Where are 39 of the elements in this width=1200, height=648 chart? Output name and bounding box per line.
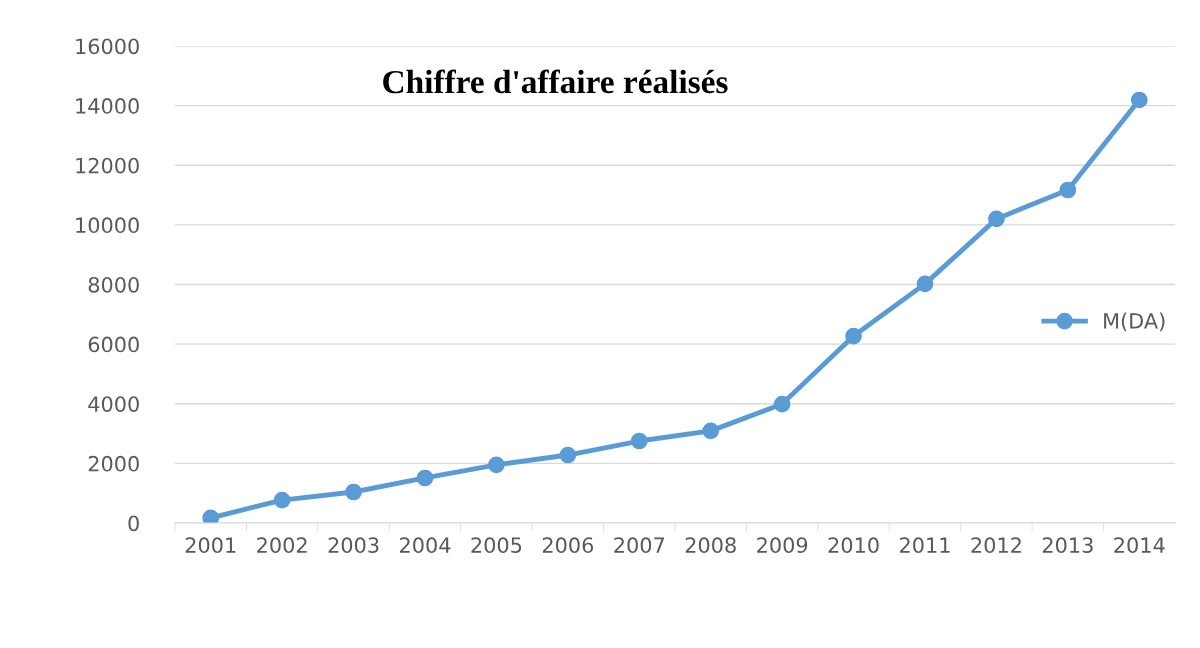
x-tick-label: 2003 [328, 537, 379, 554]
x-tick-label: 2008 [685, 537, 736, 554]
y-tick-label: 6000 [88, 336, 139, 353]
y-tick-label: 0 [128, 515, 139, 532]
x-tick-label: 2005 [471, 537, 522, 554]
x-tick-label: 2010 [828, 537, 879, 554]
y-tick-label: 10000 [76, 217, 139, 234]
point [559, 446, 577, 464]
x-tick-label: 2007 [614, 537, 665, 554]
point [988, 210, 1005, 228]
x-tick-label: 2013 [1042, 537, 1093, 554]
point [773, 395, 791, 413]
legend-label: M(DA) [1104, 312, 1165, 332]
y-tick-label: 14000 [76, 98, 139, 114]
y-tick-label: 8000 [88, 276, 139, 293]
point [845, 327, 862, 345]
point [630, 432, 648, 450]
x-tick-label: 2002 [257, 537, 307, 554]
x-tick-label: 2006 [542, 537, 594, 554]
y-tick-label: 2000 [88, 455, 139, 472]
y-tick-label: 16000 [76, 38, 139, 55]
point [202, 509, 220, 523]
point [702, 422, 720, 440]
point [1130, 91, 1148, 109]
x-tick-label: 2001 [185, 537, 236, 554]
point [416, 469, 434, 487]
point [1059, 181, 1077, 199]
x-tick-label: 2011 [900, 537, 950, 554]
y-tick-label: 4000 [88, 396, 139, 412]
text: Chiffre d'affaire réalisés [383, 69, 728, 94]
x-tick-label: 2014 [1114, 537, 1165, 554]
point [488, 456, 505, 474]
x-tick-label: 2004 [400, 537, 451, 554]
point [273, 491, 291, 509]
x-tick-label: 2009 [757, 537, 808, 554]
point [916, 275, 934, 293]
x-tick-label: 2012 [971, 537, 1021, 554]
y-tick-label: 12000 [76, 157, 139, 174]
point [345, 483, 362, 501]
